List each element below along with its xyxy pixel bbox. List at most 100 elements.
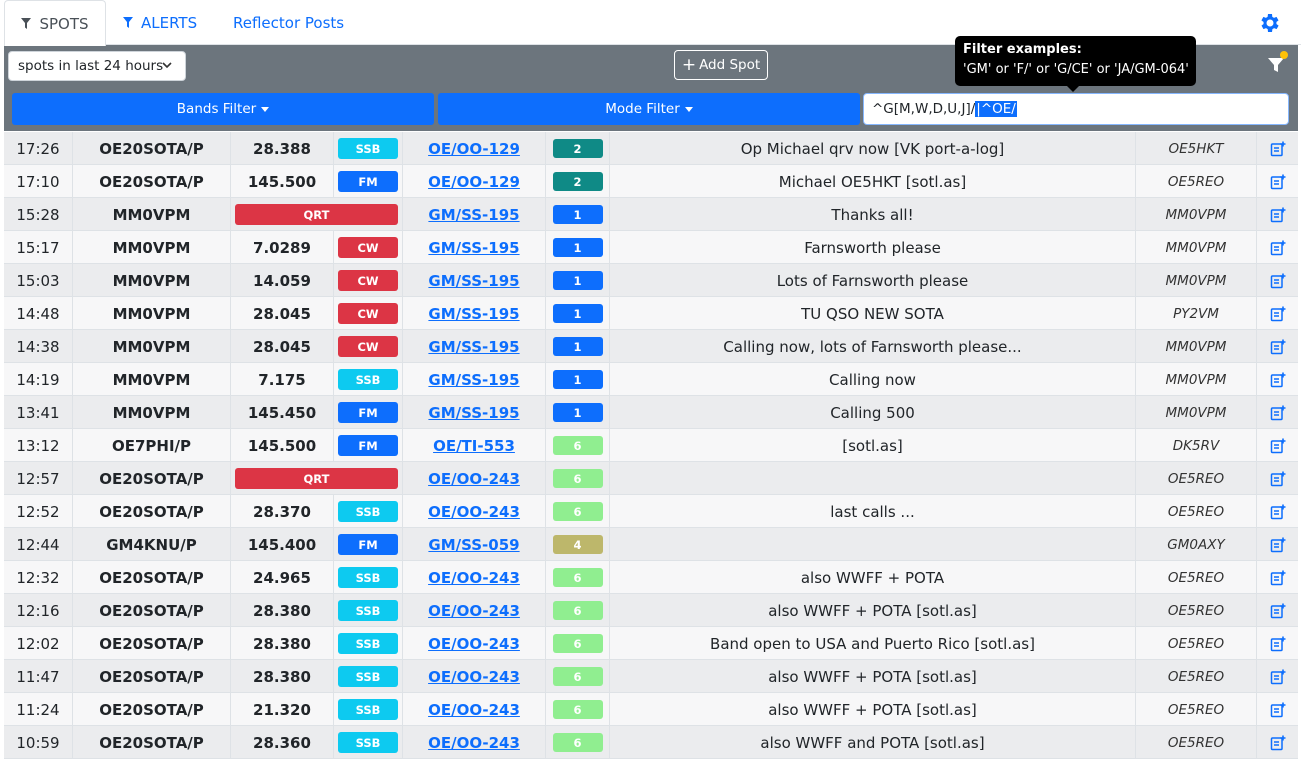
filter-toggle-button[interactable] (1267, 51, 1288, 74)
spot-action (1257, 594, 1298, 627)
spot-comment: Thanks all! (610, 198, 1136, 231)
add-note-icon[interactable] (1270, 603, 1286, 619)
spot-action (1257, 693, 1298, 726)
add-note-icon[interactable] (1270, 372, 1286, 388)
spot-row: 12:52 OE20SOTA/P 28.370 SSB OE/OO-243 6 last c… (4, 495, 1298, 528)
spot-spotter: OE5REO (1136, 594, 1257, 627)
caret-down-icon (261, 106, 270, 112)
summit-link[interactable]: OE/OO-243 (428, 601, 520, 620)
mode-badge: SSB (338, 501, 398, 522)
summit-link[interactable]: GM/SS-195 (428, 403, 520, 422)
spot-action (1257, 198, 1298, 231)
spot-callsign: MM0VPM (73, 330, 231, 363)
mode-badge: CW (338, 237, 398, 258)
spot-mode: SSB (334, 561, 403, 594)
summit-link[interactable]: GM/SS-059 (428, 535, 520, 554)
spot-callsign: OE20SOTA/P (73, 726, 231, 759)
spot-time: 11:24 (4, 693, 73, 726)
spot-mode: FM (334, 396, 403, 429)
summit-link[interactable]: OE/OO-243 (428, 733, 520, 752)
summit-link[interactable]: GM/SS-195 (428, 271, 520, 290)
spot-mode: SSB (334, 363, 403, 396)
spot-spotter: OE5HKT (1136, 132, 1257, 165)
spot-callsign: OE20SOTA/P (73, 660, 231, 693)
mode-filter-label: Mode Filter (605, 101, 680, 117)
add-spot-button[interactable]: + Add Spot (674, 50, 768, 80)
summit-link[interactable]: OE/OO-243 (428, 634, 520, 653)
spot-spotter: OE5REO (1136, 627, 1257, 660)
spot-action (1257, 165, 1298, 198)
summit-link[interactable]: GM/SS-195 (428, 370, 520, 389)
add-note-icon[interactable] (1270, 405, 1286, 421)
summit-link[interactable]: OE/TI-553 (433, 436, 515, 455)
spot-callsign: OE20SOTA/P (73, 594, 231, 627)
summit-link[interactable]: GM/SS-195 (428, 238, 520, 257)
summit-link[interactable]: OE/OO-243 (428, 502, 520, 521)
summit-link[interactable]: GM/SS-195 (428, 304, 520, 323)
spot-points: 6 (546, 660, 610, 693)
add-note-icon[interactable] (1270, 471, 1286, 487)
spot-frequency: 28.388 (231, 132, 334, 165)
bands-filter-button[interactable]: Bands Filter (12, 93, 434, 125)
spot-time: 12:32 (4, 561, 73, 594)
spot-action (1257, 561, 1298, 594)
qrt-badge: QRT (235, 204, 398, 225)
spot-row: 12:02 OE20SOTA/P 28.380 SSB OE/OO-243 6 Band o… (4, 627, 1298, 660)
spot-spotter: MM0VPM (1136, 264, 1257, 297)
summit-link[interactable]: OE/OO-243 (428, 469, 520, 488)
spot-spotter: OE5REO (1136, 726, 1257, 759)
add-note-icon[interactable] (1270, 207, 1286, 223)
spot-mode: CW (334, 330, 403, 363)
add-note-icon[interactable] (1270, 702, 1286, 718)
filter-row: Bands Filter Mode Filter ^G[M,W,D,U,J]/|… (4, 86, 1298, 131)
summit-link[interactable]: GM/SS-195 (428, 205, 520, 224)
qrt-badge: QRT (235, 468, 398, 489)
add-note-icon[interactable] (1270, 537, 1286, 553)
caret-down-icon (684, 106, 693, 112)
summit-link[interactable]: OE/OO-243 (428, 667, 520, 686)
add-note-icon[interactable] (1270, 306, 1286, 322)
time-range-select[interactable]: spots in last 24 hours (8, 51, 186, 81)
summit-link[interactable]: OE/OO-129 (428, 139, 520, 158)
callsign-filter-input[interactable]: ^G[M,W,D,U,J]/|^OE/ (863, 93, 1289, 125)
add-note-icon[interactable] (1270, 174, 1286, 190)
spot-mode: FM (334, 528, 403, 561)
spot-callsign: OE20SOTA/P (73, 165, 231, 198)
tooltip-body: 'GM' or 'F/' or 'G/CE' or 'JA/GM-064' (963, 62, 1189, 77)
spot-comment: [sotl.as] (610, 429, 1136, 462)
spot-comment (610, 462, 1136, 495)
add-note-icon[interactable] (1270, 735, 1286, 751)
spot-time: 12:02 (4, 627, 73, 660)
gear-icon[interactable] (1257, 11, 1281, 35)
spot-spotter: OE5REO (1136, 660, 1257, 693)
funnel-icon (21, 18, 32, 29)
add-note-icon[interactable] (1270, 273, 1286, 289)
filter-input-selection: |^OE/ (975, 101, 1017, 117)
spot-comment: also WWFF + POTA [sotl.as] (610, 594, 1136, 627)
tab-reflector-posts[interactable]: Reflector Posts (233, 0, 344, 45)
spot-mode: SSB (334, 627, 403, 660)
add-note-icon[interactable] (1270, 240, 1286, 256)
summit-link[interactable]: OE/OO-243 (428, 568, 520, 587)
summit-link[interactable]: GM/SS-195 (428, 337, 520, 356)
spot-callsign: MM0VPM (73, 198, 231, 231)
add-note-icon[interactable] (1270, 339, 1286, 355)
summit-link[interactable]: OE/OO-129 (428, 172, 520, 191)
mode-badge: SSB (338, 138, 398, 159)
add-note-icon[interactable] (1270, 636, 1286, 652)
tab-alerts[interactable]: ALERTS (123, 0, 197, 45)
spot-comment: also WWFF and POTA [sotl.as] (610, 726, 1136, 759)
spot-mode: CW (334, 231, 403, 264)
add-note-icon[interactable] (1270, 570, 1286, 586)
add-note-icon[interactable] (1270, 504, 1286, 520)
spot-comment: Farnsworth please (610, 231, 1136, 264)
add-note-icon[interactable] (1270, 669, 1286, 685)
tab-spots[interactable]: SPOTS (4, 0, 106, 46)
summit-link[interactable]: OE/OO-243 (428, 700, 520, 719)
add-note-icon[interactable] (1270, 438, 1286, 454)
spot-frequency: 28.380 (231, 594, 334, 627)
mode-filter-button[interactable]: Mode Filter (438, 93, 860, 125)
tab-alerts-label: ALERTS (141, 13, 198, 32)
add-note-icon[interactable] (1270, 141, 1286, 157)
spot-summit: GM/SS-195 (403, 264, 546, 297)
